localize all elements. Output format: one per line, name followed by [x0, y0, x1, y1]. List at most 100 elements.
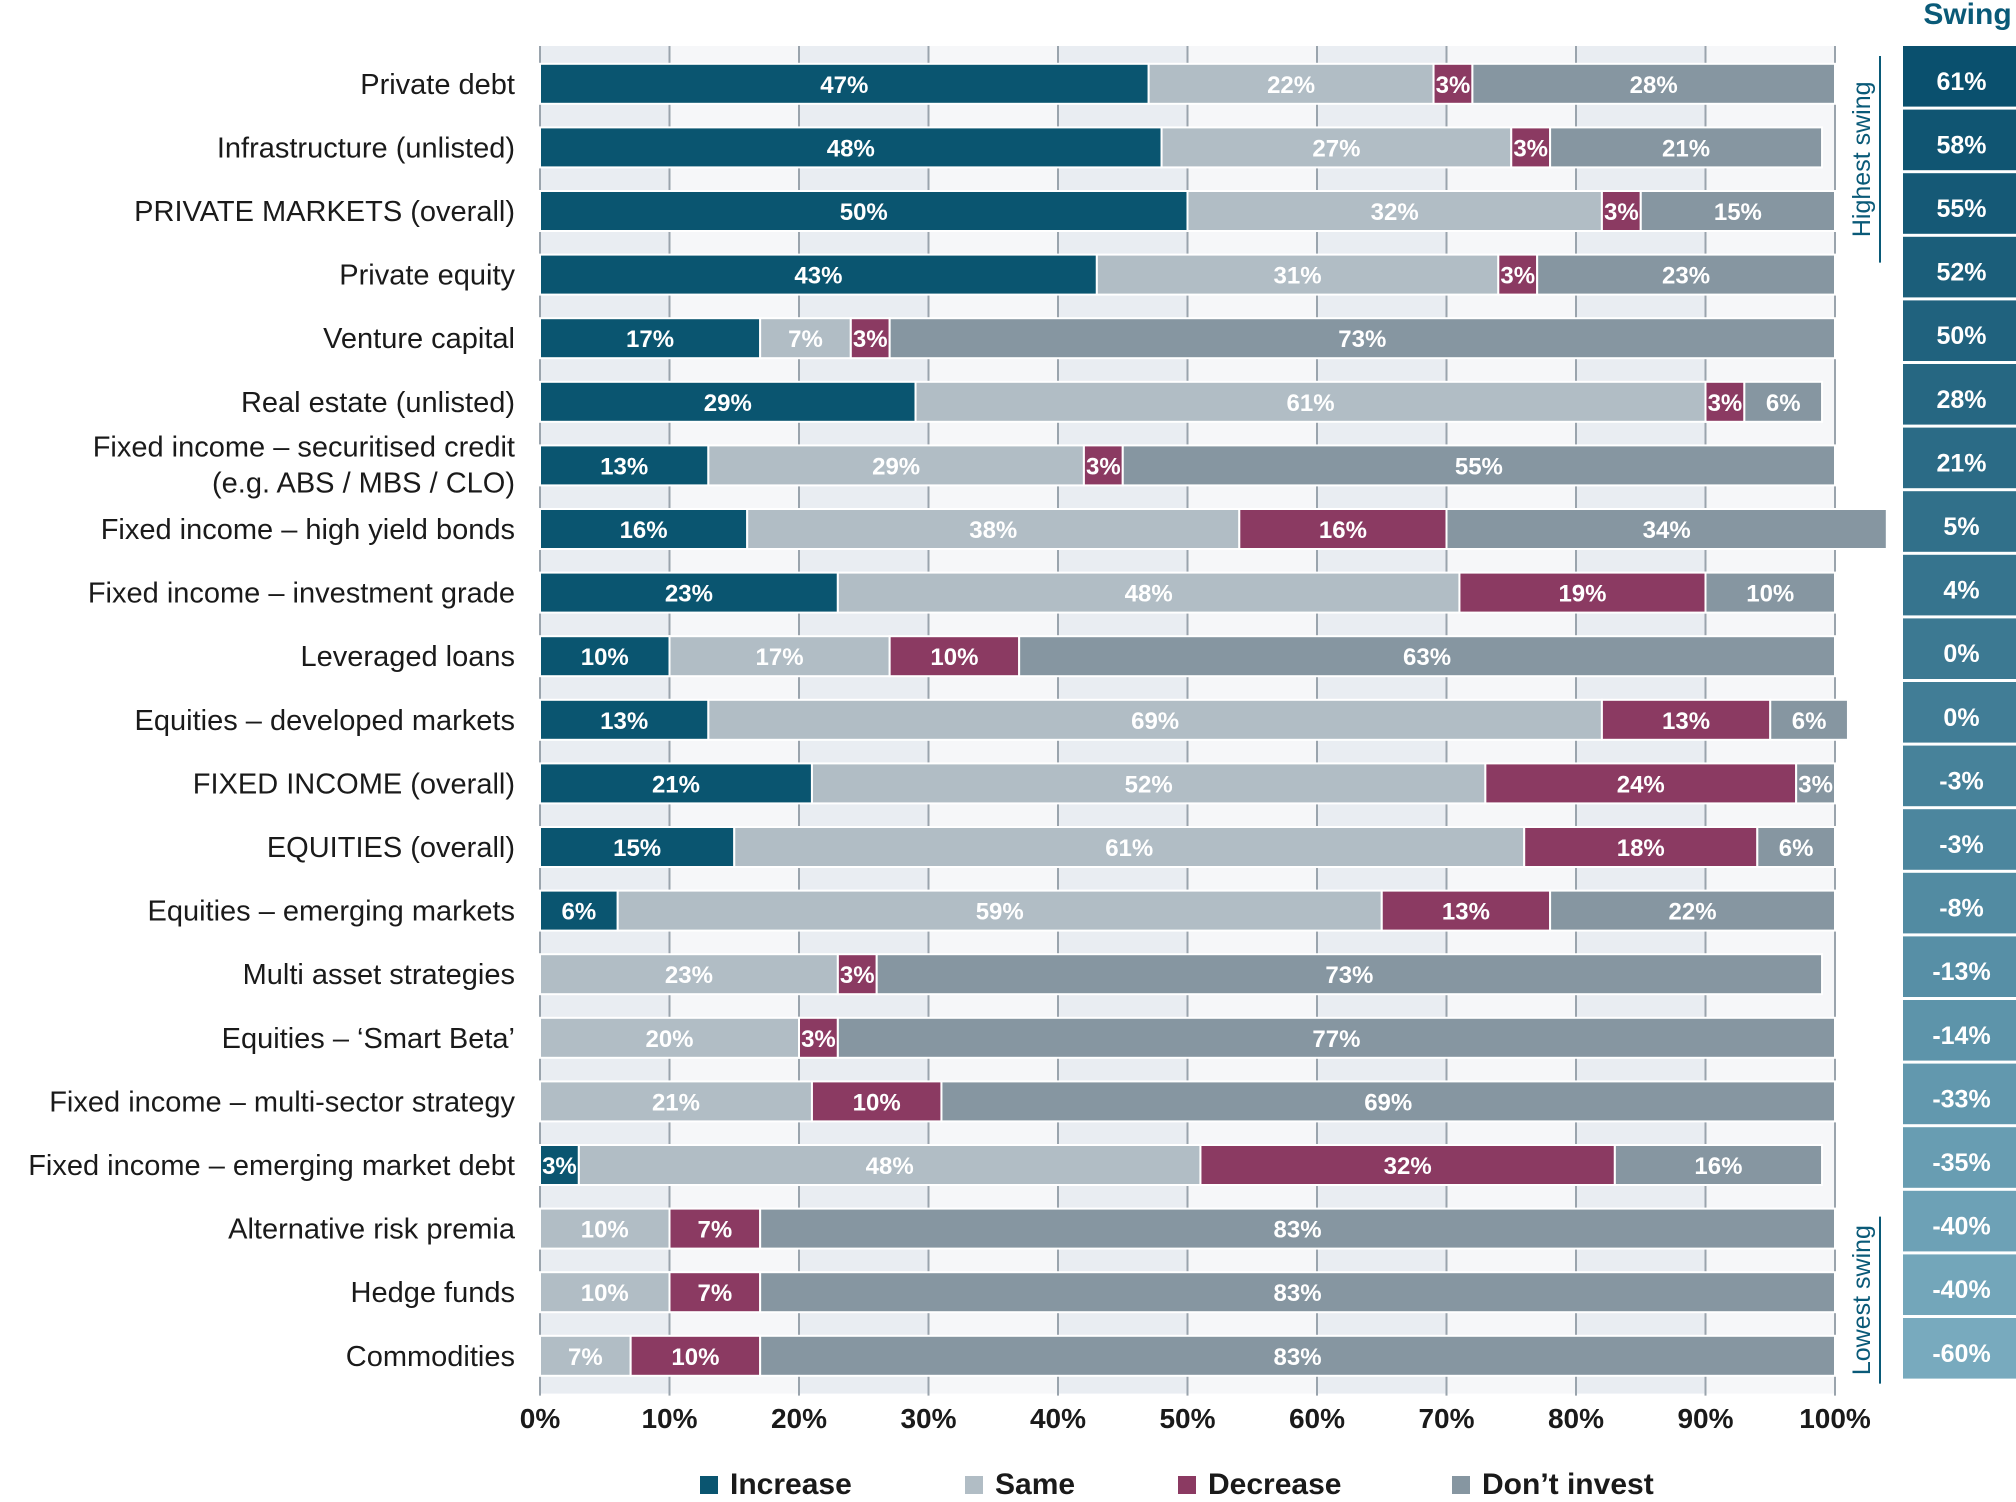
bar-value-label: 6% — [1766, 390, 1801, 417]
swing-cell — [1903, 491, 2016, 552]
x-tick-label: 50% — [1159, 1403, 1215, 1434]
bar-value-label: 10% — [853, 1089, 901, 1116]
bar-segment — [1523, 826, 1759, 868]
category-label: Equities – ‘Smart Beta’ — [222, 1023, 515, 1055]
bar-value-label: 15% — [1714, 199, 1762, 226]
x-tick-label: 90% — [1677, 1403, 1733, 1434]
bar-segment — [1639, 190, 1836, 232]
bar-value-label: 83% — [1274, 1280, 1322, 1307]
bar-segment — [1704, 380, 1746, 423]
bar-value-label: 7% — [697, 1280, 732, 1307]
bar-segment — [1549, 126, 1824, 169]
bar-segment — [1510, 126, 1552, 169]
bar-value-label: 3% — [1798, 771, 1833, 798]
bar-value-label: 7% — [788, 326, 823, 353]
bar-value-label: 3% — [840, 962, 875, 989]
bar-value-label: 23% — [665, 962, 713, 989]
category-label: Multi asset strategies — [243, 959, 515, 991]
swing-value: 0% — [1943, 640, 1979, 668]
bar-segment — [1769, 698, 1849, 741]
swing-cell — [1903, 1190, 2016, 1252]
swing-cell — [1903, 1254, 2016, 1315]
bar-segment — [668, 1271, 762, 1314]
swing-value: 55% — [1936, 195, 1986, 223]
bar-value-label: 6% — [562, 899, 597, 926]
x-tick-label: 70% — [1418, 1403, 1474, 1434]
swing-value: 61% — [1936, 68, 1986, 96]
bar-value-label: 3% — [853, 326, 888, 353]
category-label: (e.g. ABS / MBS / CLO) — [212, 467, 515, 499]
bar-segment — [888, 317, 1836, 360]
bar-segment — [759, 1334, 1836, 1377]
bar-value-label: 50% — [840, 199, 888, 226]
bar-value-label: 83% — [1274, 1217, 1322, 1244]
bar-segment — [1795, 762, 1837, 805]
legend-swatch — [1452, 1476, 1470, 1494]
bar-value-label: 69% — [1364, 1089, 1412, 1116]
swing-value: 5% — [1943, 513, 1979, 541]
x-tick-label: 60% — [1289, 1403, 1345, 1434]
swing-value: -33% — [1932, 1085, 1990, 1113]
swing-value: -60% — [1932, 1340, 1990, 1368]
bar-segment — [1704, 571, 1836, 614]
bar-value-label: 10% — [581, 1217, 629, 1244]
category-label: Fixed income – high yield bonds — [101, 514, 515, 546]
bar-value-label: 7% — [697, 1217, 732, 1244]
bar-value-label: 29% — [872, 453, 920, 480]
bar-value-label: 20% — [645, 1026, 693, 1053]
x-tick-label: 10% — [641, 1403, 697, 1434]
swing-value: 52% — [1936, 259, 1986, 287]
bar-segment — [1121, 444, 1836, 487]
bar-value-label: 55% — [1455, 453, 1503, 480]
category-label: FIXED INCOME (overall) — [193, 768, 515, 800]
bar-value-label: 61% — [1287, 390, 1335, 417]
swing-value: 0% — [1943, 704, 1979, 732]
swing-value: 58% — [1936, 131, 1986, 159]
x-tick-label: 80% — [1548, 1403, 1604, 1434]
bar-value-label: 13% — [1442, 899, 1490, 926]
category-label: Fixed income – multi-sector strategy — [49, 1086, 515, 1118]
category-label: Commodities — [346, 1341, 515, 1373]
bar-segment — [539, 317, 762, 360]
bar-value-label: 47% — [820, 72, 868, 99]
bar-value-label: 28% — [1630, 72, 1678, 99]
bar-value-label: 3% — [1086, 453, 1121, 480]
bar-value-label: 34% — [1643, 517, 1691, 544]
swing-title: Swing — [1923, 0, 2011, 31]
swing-cell — [1903, 236, 2016, 298]
bar-segment — [759, 1271, 1836, 1314]
bar-segment — [707, 698, 1603, 741]
swing-cell — [1903, 364, 2016, 425]
bar-value-label: 16% — [1319, 517, 1367, 544]
bar-value-label: 17% — [626, 326, 674, 353]
swing-value: -3% — [1939, 831, 1983, 859]
bar-segment — [1743, 380, 1824, 423]
bar-segment — [875, 953, 1824, 996]
bar-value-label: 6% — [1779, 835, 1814, 862]
bar-value-label: 23% — [665, 581, 713, 608]
x-tick-label: 40% — [1030, 1403, 1086, 1434]
swing-cell — [1903, 1127, 2016, 1188]
swing-value: 28% — [1936, 386, 1986, 414]
swing-cell — [1903, 936, 2016, 997]
bar-value-label: 10% — [581, 644, 629, 671]
swing-cell — [1903, 1063, 2016, 1125]
bar-segment — [1147, 62, 1435, 105]
bar-segment — [1380, 889, 1552, 932]
bar-segment — [810, 1080, 943, 1123]
x-tick-label: 0% — [520, 1403, 561, 1434]
legend-label: Increase — [730, 1468, 852, 1501]
category-label: Equities – emerging markets — [148, 896, 516, 928]
x-tick-label: 100% — [1799, 1403, 1871, 1434]
bar-segment — [539, 126, 1163, 169]
swing-cell — [1903, 173, 2016, 234]
swing-cell — [1903, 682, 2016, 743]
bar-segment — [539, 380, 917, 423]
swing-cell — [1903, 427, 2016, 489]
bar-value-label: 10% — [930, 644, 978, 671]
bar-segment — [629, 1334, 762, 1377]
swing-value: -3% — [1939, 767, 1983, 795]
bar-segment — [1018, 635, 1836, 678]
bar-segment — [1600, 190, 1642, 232]
swing-cell — [1903, 46, 2016, 107]
